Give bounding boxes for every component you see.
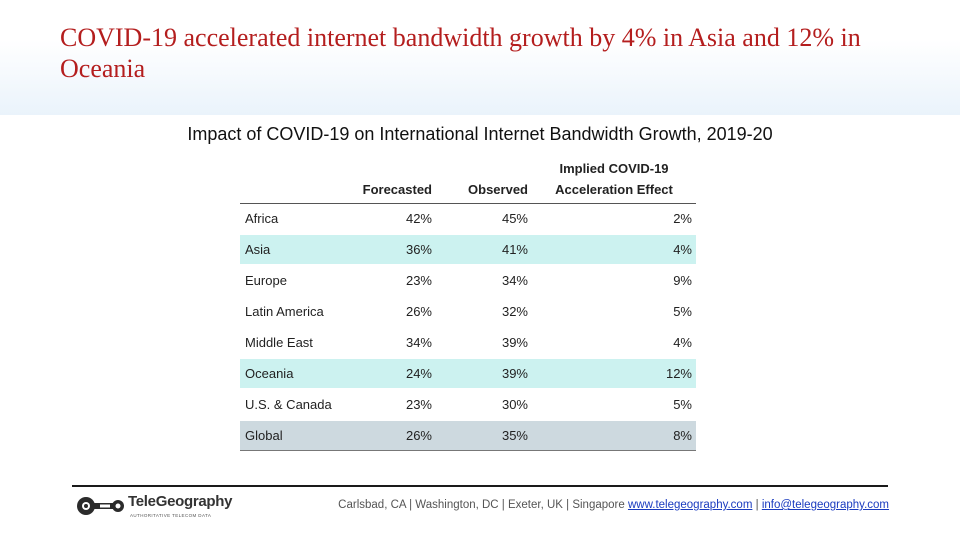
cell-region: Latin America — [240, 296, 340, 328]
table-row: Latin America 26% 32% 5% — [240, 296, 696, 328]
logo-tagline: AUTHORITATIVE TELECOM DATA — [130, 513, 212, 518]
cell-effect: 4% — [532, 234, 696, 266]
cell-observed: 30% — [436, 389, 532, 421]
cell-forecasted: 36% — [340, 234, 436, 266]
table-row: Global 26% 35% 8% — [240, 420, 696, 451]
table-row: U.S. & Canada 23% 30% 5% — [240, 389, 696, 421]
bandwidth-growth-table: Forecasted Observed Implied COVID-19 Acc… — [240, 158, 696, 451]
footer-divider — [72, 485, 888, 487]
cell-forecasted: 34% — [340, 327, 436, 359]
cell-effect: 8% — [532, 420, 696, 451]
table-row: Asia 36% 41% 4% — [240, 234, 696, 266]
cell-observed: 45% — [436, 203, 532, 235]
website-link[interactable]: www.telegeography.com — [627, 499, 753, 511]
logo-name: TeleGeography — [128, 493, 233, 510]
cell-region: Oceania — [240, 358, 340, 390]
cell-region: Global — [240, 420, 340, 451]
cell-forecasted: 24% — [340, 358, 436, 390]
cell-forecasted: 42% — [340, 203, 436, 235]
cell-region: Europe — [240, 265, 340, 297]
table-row: Middle East 34% 39% 4% — [240, 327, 696, 359]
cell-region: Middle East — [240, 327, 340, 359]
telegeography-logo-icon — [77, 497, 124, 515]
table-row: Europe 23% 34% 9% — [240, 265, 696, 297]
cell-effect: 5% — [532, 389, 696, 421]
table-caption: Impact of COVID-19 on International Inte… — [187, 124, 773, 144]
cell-region: U.S. & Canada — [240, 389, 340, 421]
telegeography-logo[interactable]: TeleGeography AUTHORITATIVE TELECOM DATA — [76, 492, 236, 526]
cell-observed: 39% — [436, 327, 532, 359]
cell-observed: 34% — [436, 265, 532, 297]
header-observed: Observed — [436, 158, 532, 204]
cell-effect: 2% — [532, 203, 696, 235]
cell-observed: 35% — [436, 420, 532, 451]
table-header-row: Forecasted Observed Implied COVID-19 Acc… — [240, 158, 696, 204]
slide-title: COVID-19 accelerated internet bandwidth … — [60, 23, 861, 83]
cell-forecasted: 23% — [340, 265, 436, 297]
header-background — [0, 0, 960, 115]
cell-observed: 39% — [436, 358, 532, 390]
cell-region: Asia — [240, 234, 340, 266]
table-row: Africa 42% 45% 2% — [240, 203, 696, 235]
cell-effect: 4% — [532, 327, 696, 359]
footer-locations: Carlsbad, CA | Washington, DC | Exeter, … — [338, 499, 625, 511]
header-forecasted: Forecasted — [340, 158, 436, 204]
cell-effect: 9% — [532, 265, 696, 297]
cell-forecasted: 23% — [340, 389, 436, 421]
cell-forecasted: 26% — [340, 420, 436, 451]
cell-forecasted: 26% — [340, 296, 436, 328]
cell-effect: 12% — [532, 358, 696, 390]
footer-contact: Carlsbad, CA | Washington, DC | Exeter, … — [338, 499, 889, 511]
header-acceleration-effect: Implied COVID-19 Acceleration Effect — [532, 158, 696, 204]
table-row: Oceania 24% 39% 12% — [240, 358, 696, 390]
cell-observed: 32% — [436, 296, 532, 328]
cell-effect: 5% — [532, 296, 696, 328]
cell-observed: 41% — [436, 234, 532, 266]
footer-separator: | — [755, 499, 759, 511]
table-body: Africa 42% 45% 2% Asia 36% 41% 4% Europe 23% 34% 9%… — [240, 203, 696, 451]
header-effect-line2: Acceleration Effect — [555, 182, 673, 197]
header-region — [240, 158, 340, 204]
email-link[interactable]: info@telegeography.com — [761, 499, 889, 511]
cell-region: Africa — [240, 203, 340, 235]
header-effect-line1: Implied COVID-19 — [559, 161, 669, 176]
